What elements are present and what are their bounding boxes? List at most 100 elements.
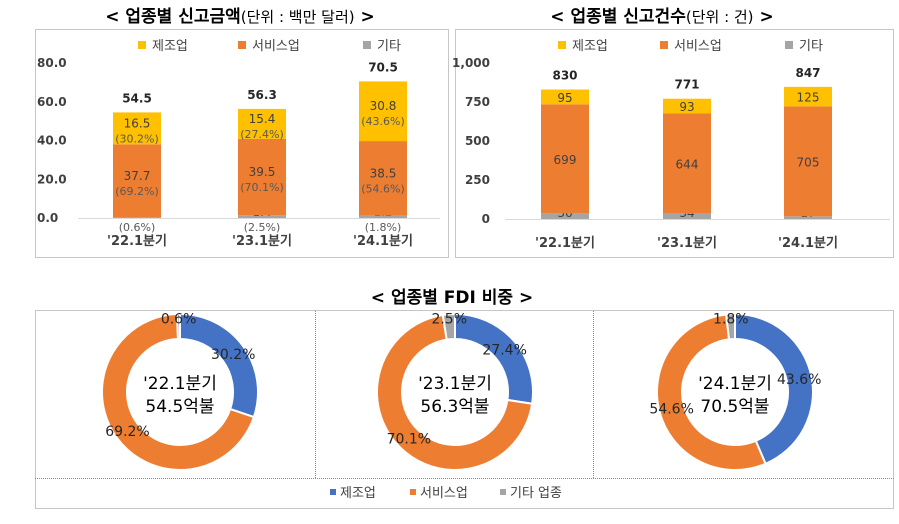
- donut-slice: [441, 312, 456, 341]
- donut-slice: [725, 312, 736, 341]
- x-category-label: '22.1분기: [107, 234, 167, 249]
- y-tick-label: 0: [482, 212, 490, 226]
- donut-slice: [656, 313, 767, 471]
- share-chart: < 업종별 FDI 비중 > 30.2% 69.2% 0.6% '22.1분기 54.5…: [35, 288, 894, 509]
- data-pct-label: (70.1%): [240, 181, 284, 194]
- data-label: 30.8: [370, 99, 397, 113]
- y-tick-label: 60.0: [37, 95, 67, 109]
- bar-segment: [113, 217, 161, 218]
- data-pct-label: (54.6%): [361, 182, 405, 195]
- bar-segment: [541, 213, 589, 219]
- bar-segment: [238, 108, 286, 139]
- donut-center-period: '23.1분기: [418, 374, 492, 394]
- data-label: 15.4: [249, 112, 276, 126]
- legend-label: 기타: [377, 39, 401, 54]
- y-tick-label: 80.0: [37, 56, 67, 70]
- amount-chart-frame: [35, 29, 449, 258]
- legend-swatch: [785, 41, 793, 49]
- donut-slice: [101, 313, 256, 471]
- bar-segment: [663, 113, 711, 214]
- donut-center-amount: 56.3억불: [420, 397, 489, 417]
- data-label: 39.5: [249, 165, 276, 179]
- y-tick-label: 250: [465, 173, 490, 187]
- legend-swatch: [500, 489, 506, 495]
- donut-data-label: 69.2%: [105, 424, 149, 440]
- bar-segment: [238, 138, 286, 216]
- data-pct-label: (69.2%): [115, 185, 159, 198]
- donut-data-label: 2.5%: [431, 312, 467, 328]
- data-label: 644: [676, 157, 699, 171]
- bar-segment: [541, 104, 589, 214]
- donut-data-label: 27.4%: [482, 342, 526, 358]
- x-category-label: '24.1분기: [353, 234, 413, 249]
- data-pct-label: (27.4%): [240, 128, 284, 141]
- donut-data-label: 54.6%: [649, 402, 693, 418]
- legend-swatch: [558, 41, 566, 49]
- data-label: 16.5: [124, 116, 151, 130]
- total-label: 847: [795, 66, 820, 80]
- legend-swatch: [330, 489, 336, 495]
- amount-chart: < 업종별 신고금액(단위 : 백만 달러) > 0.0 20.0 40.0 60.0…: [35, 7, 449, 258]
- legend-swatch: [410, 489, 416, 495]
- donut-data-label: 43.6%: [777, 372, 821, 388]
- x-category-label: '23.1분기: [232, 234, 292, 249]
- donut-slice: [376, 313, 534, 471]
- data-label: 699: [554, 153, 577, 167]
- data-pct-label: (0.6%): [119, 221, 156, 234]
- donut-center-amount: 54.5억불: [145, 397, 214, 417]
- x-category-label: '24.1분기: [778, 236, 838, 251]
- y-tick-label: 20.0: [37, 172, 67, 186]
- bar-segment: [359, 141, 407, 216]
- bar-segment: [359, 215, 407, 218]
- total-label: 56.3: [247, 88, 277, 102]
- donut-data-label: 70.1%: [387, 431, 431, 447]
- bar-segment: [113, 112, 161, 145]
- count-chart: < 업종별 신고건수(단위 : 건) > 0 250 500 750 1,000 제조업 서…: [452, 7, 894, 258]
- bar-segment: [541, 89, 589, 105]
- total-label: 54.5: [122, 91, 152, 105]
- data-label: 38.5: [370, 166, 397, 180]
- amount-chart-title: < 업종별 신고금액(단위 : 백만 달러) >: [105, 7, 375, 27]
- legend-label: 기타 업종: [510, 486, 562, 501]
- legend-label: 제조업: [340, 486, 376, 501]
- count-chart-frame: [455, 29, 894, 258]
- share-chart-frame: [35, 310, 894, 509]
- bar-segment: [784, 106, 832, 217]
- legend-swatch: [363, 41, 371, 49]
- donut-data-label: 30.2%: [211, 347, 255, 363]
- legend-label: 기타: [799, 39, 823, 54]
- bar-segment: [359, 81, 407, 142]
- legend-label: 서비스업: [252, 39, 300, 54]
- y-tick-label: 1,000: [452, 56, 490, 70]
- donut-center-amount: 70.5억불: [700, 397, 769, 417]
- legend-label: 서비스업: [674, 39, 722, 54]
- data-pct-label: (30.2%): [115, 132, 159, 145]
- bar-segment: [784, 216, 832, 219]
- data-pct-label: (2.5%): [244, 221, 281, 234]
- legend-label: 제조업: [152, 39, 188, 54]
- donut-slice: [734, 312, 814, 466]
- legend-swatch: [660, 41, 668, 49]
- bar-segment: [113, 144, 161, 218]
- total-label: 830: [552, 69, 577, 83]
- data-label: 95: [557, 91, 572, 105]
- data-label: 37.7: [124, 169, 151, 183]
- data-label: 125: [797, 91, 820, 105]
- data-label: 705: [797, 155, 820, 169]
- bar-segment: [238, 215, 286, 218]
- y-tick-label: 40.0: [37, 134, 67, 148]
- donut-center-period: '22.1분기: [143, 374, 217, 394]
- y-tick-label: 750: [465, 95, 490, 109]
- bar-segment: [663, 213, 711, 219]
- legend-swatch: [138, 41, 146, 49]
- y-tick-label: 0.0: [37, 211, 58, 225]
- x-category-label: '23.1분기: [657, 236, 717, 251]
- donut-data-label: 1.8%: [713, 312, 749, 328]
- total-label: 771: [674, 78, 699, 92]
- count-chart-title: < 업종별 신고건수(단위 : 건) >: [550, 7, 773, 27]
- y-tick-label: 500: [465, 134, 490, 148]
- legend-label: 서비스업: [420, 486, 468, 501]
- data-pct-label: (1.8%): [365, 221, 402, 234]
- data-pct-label: (43.6%): [361, 115, 405, 128]
